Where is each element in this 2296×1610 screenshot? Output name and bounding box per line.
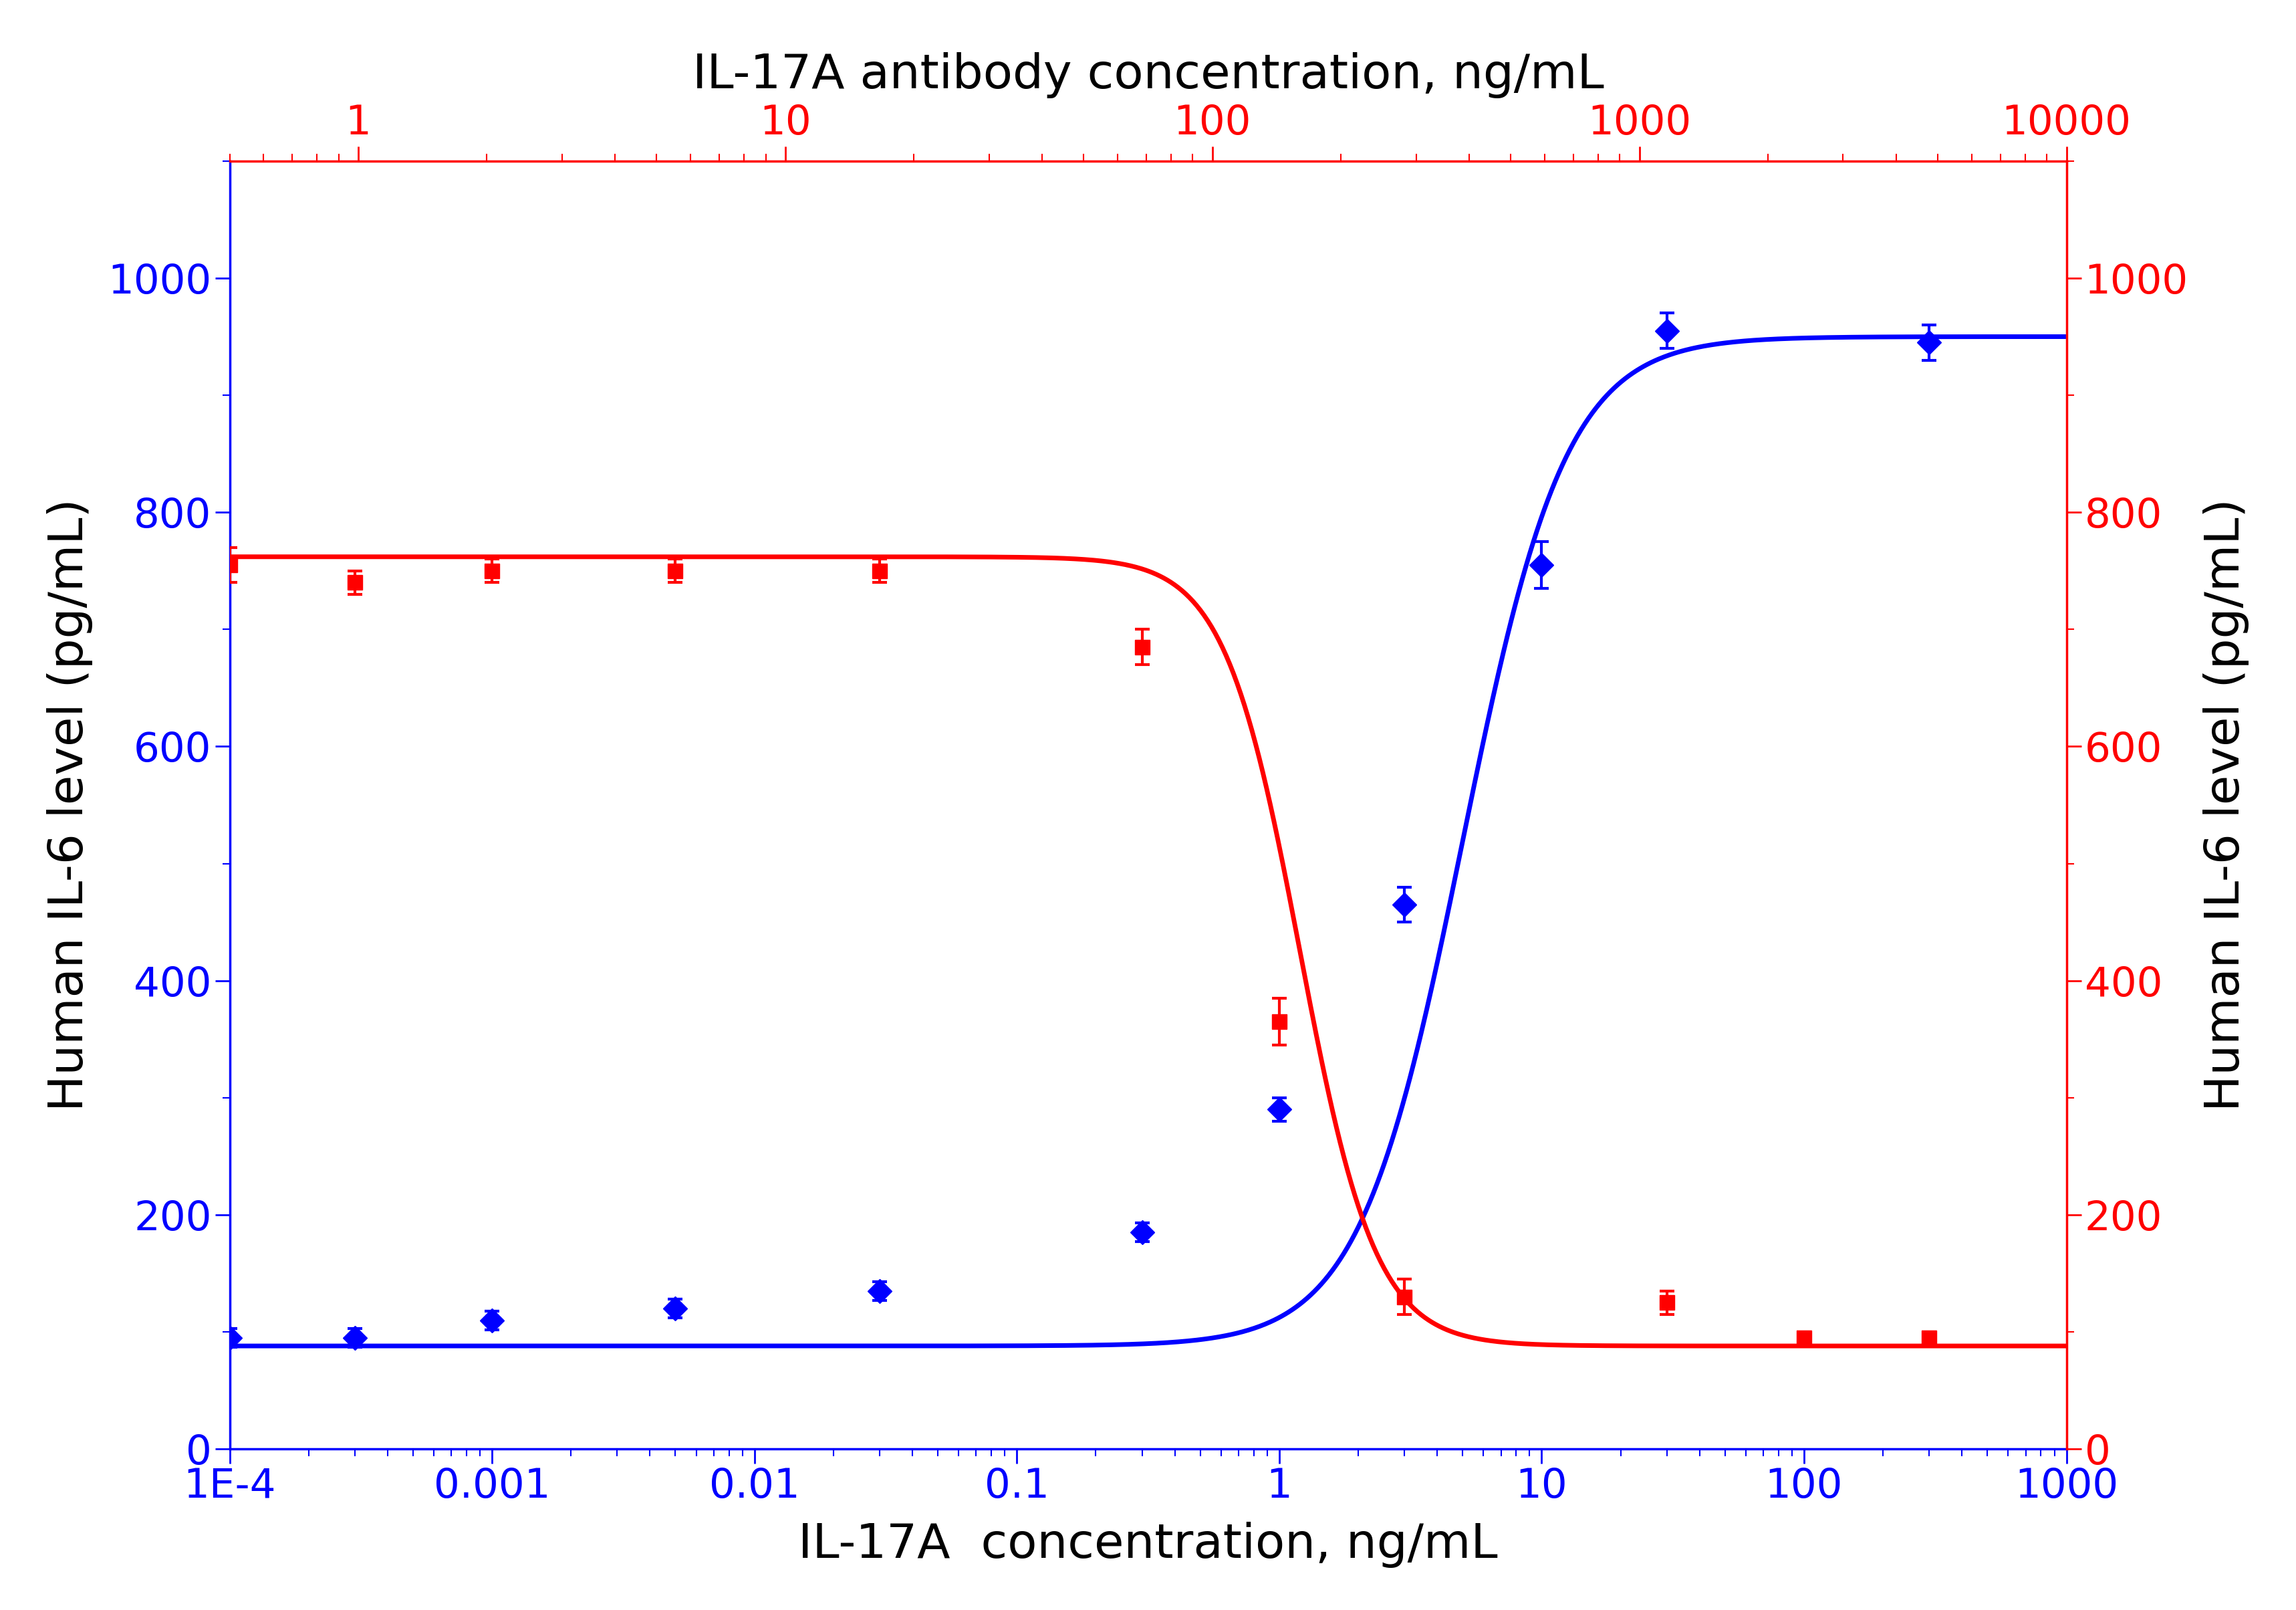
- Y-axis label: Human IL-6 level (pg/mL): Human IL-6 level (pg/mL): [46, 499, 92, 1111]
- Y-axis label: Human IL-6 level (pg/mL): Human IL-6 level (pg/mL): [2204, 499, 2250, 1111]
- X-axis label: IL-17A  concentration, ng/mL: IL-17A concentration, ng/mL: [799, 1521, 1497, 1568]
- X-axis label: IL-17A antibody concentration, ng/mL: IL-17A antibody concentration, ng/mL: [691, 53, 1605, 98]
